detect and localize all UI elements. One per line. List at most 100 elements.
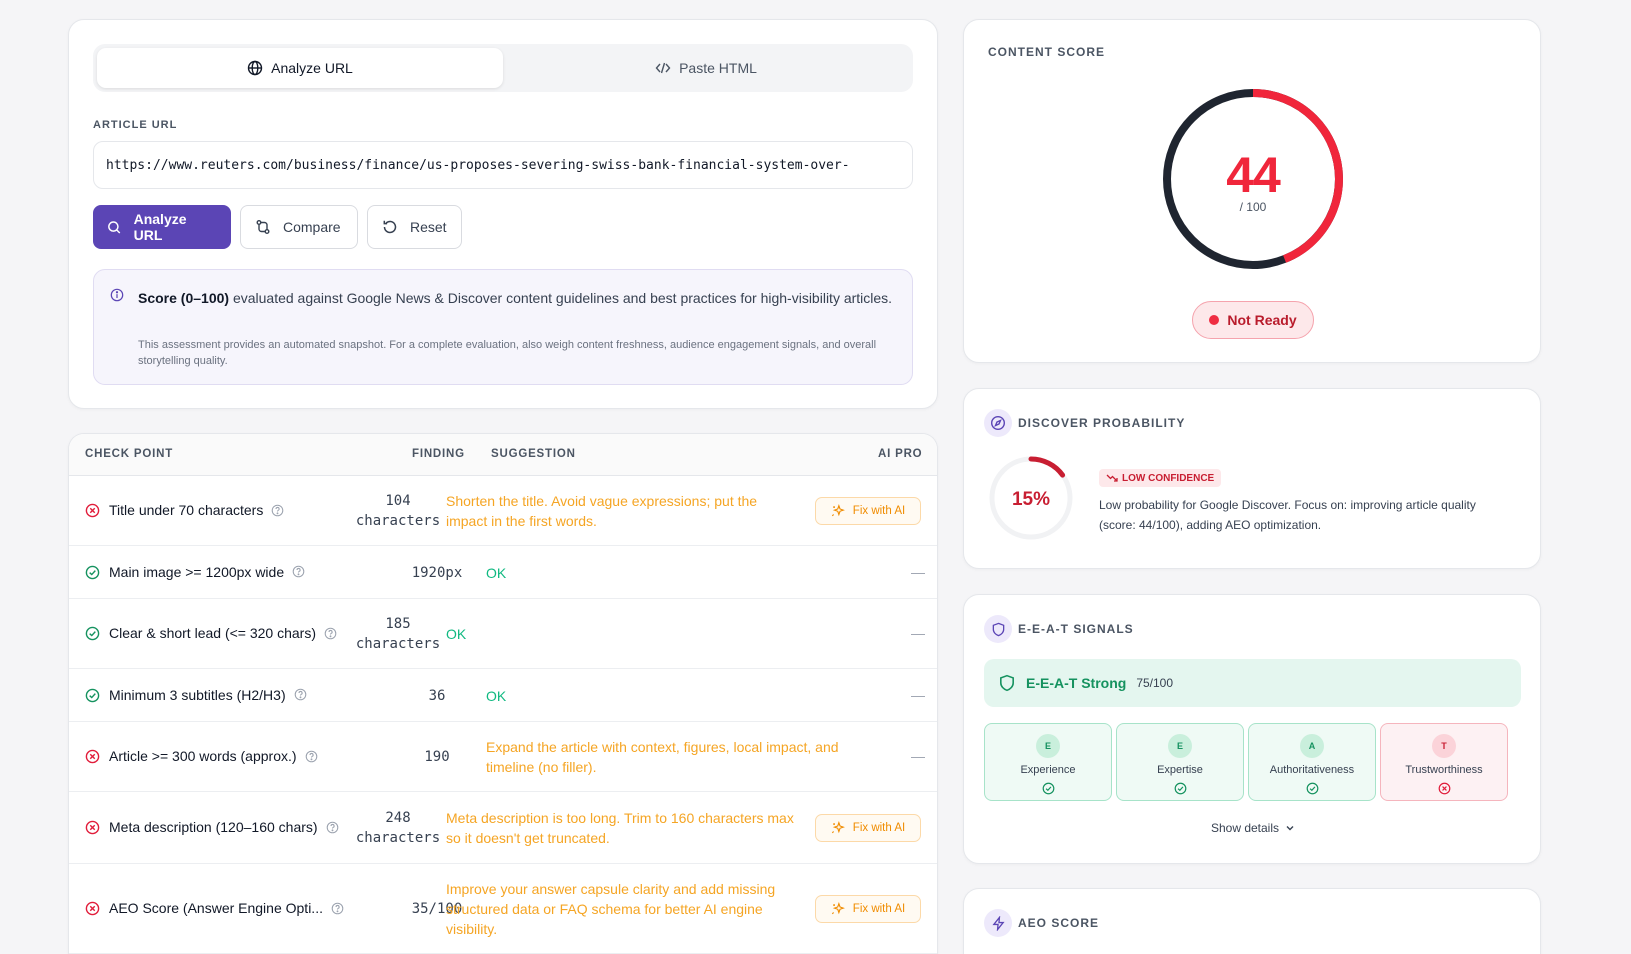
- help-icon[interactable]: [271, 504, 284, 517]
- score-info-box: Score (0–100) evaluated against Google N…: [93, 269, 913, 385]
- fix-with-ai-label: Fix with AI: [852, 822, 906, 834]
- x-circle-icon: [85, 901, 100, 916]
- finding-value: 104 characters: [355, 493, 441, 529]
- discover-percent: 15%: [1011, 489, 1051, 510]
- tab-label: Paste HTML: [679, 60, 757, 76]
- table-row: Article >= 300 words (approx.) 190 Expand …: [69, 722, 937, 792]
- no-action-dash: —: [911, 748, 925, 764]
- trending-down-icon: [1106, 474, 1118, 482]
- input-mode-tabs: Analyze URL Paste HTML: [93, 44, 913, 92]
- suggestion-text: OK: [486, 687, 507, 704]
- table-header: CHECK POINT FINDING SUGGESTION AI PRO: [69, 434, 937, 476]
- check-label-text: Main image >= 1200px wide: [109, 563, 285, 580]
- compare-label: Compare: [283, 219, 341, 235]
- eeat-strength-banner: E-E-A-T Strong 75/100: [984, 659, 1521, 707]
- check-label-text: AEO Score (Answer Engine Opti...: [109, 900, 323, 916]
- tab-paste-html[interactable]: Paste HTML: [503, 48, 909, 88]
- discover-gauge: [989, 456, 1073, 540]
- score-value: 44: [1226, 147, 1281, 203]
- no-action-dash: —: [911, 625, 925, 641]
- check-label: Meta description (120–160 chars): [109, 819, 339, 835]
- article-url-input[interactable]: [93, 141, 913, 189]
- sparkle-icon: [831, 504, 845, 517]
- table-row: AEO Score (Answer Engine Opti... 35/100 Im…: [69, 864, 937, 954]
- check-circle-icon: [1042, 782, 1055, 795]
- info-main: evaluated against Google News & Discover…: [229, 290, 893, 306]
- confidence-badge: LOW CONFIDENCE: [1099, 469, 1222, 487]
- reset-icon: [383, 220, 397, 234]
- content-score-card: CONTENT SCORE 44 / 100 Not Ready: [963, 19, 1541, 363]
- code-icon: [655, 62, 671, 74]
- compare-button[interactable]: Compare: [240, 205, 358, 249]
- compare-icon: [256, 220, 270, 234]
- check-label: Article >= 300 words (approx.): [109, 748, 318, 764]
- finding-value: 185 characters: [355, 616, 441, 652]
- table-row: Main image >= 1200px wide 1920px OK —: [69, 546, 937, 599]
- help-icon[interactable]: [292, 565, 305, 578]
- show-details-toggle[interactable]: Show details: [964, 821, 1542, 835]
- sparkle-icon: [831, 902, 845, 915]
- score-gauge: [1163, 89, 1343, 269]
- status-badge: Not Ready: [1192, 301, 1314, 339]
- info-bold: Score (0–100): [138, 290, 230, 306]
- header-ai-pro: AI PRO: [878, 448, 923, 460]
- status-pass: [85, 565, 100, 585]
- header-suggestion: SUGGESTION: [491, 448, 576, 460]
- check-label-text: Minimum 3 subtitles (H2/H3): [109, 686, 286, 703]
- suggestion-text: Shorten the title. Avoid vague expressio…: [446, 493, 758, 529]
- check-label-text: Meta description (120–160 chars): [109, 819, 318, 835]
- check-label: Main image >= 1200px wide: [109, 564, 305, 580]
- help-icon[interactable]: [331, 902, 344, 915]
- status-pass: [85, 626, 100, 646]
- status-fail: [85, 503, 100, 523]
- eeat-score: 75/100: [1136, 676, 1174, 690]
- x-circle-icon: [85, 503, 100, 518]
- help-icon[interactable]: [294, 688, 307, 701]
- analyze-url-label: Analyze URL: [133, 211, 187, 243]
- tab-analyze-url[interactable]: Analyze URL: [97, 48, 503, 88]
- analyze-url-button[interactable]: Analyze URL: [93, 205, 231, 249]
- info-sub-text: This assessment provides an automated sn…: [138, 339, 877, 367]
- pillar-name: Experience: [1020, 764, 1076, 776]
- info-icon: [110, 288, 124, 302]
- help-icon[interactable]: [326, 821, 339, 834]
- pillar-letter: T: [1432, 734, 1456, 758]
- x-circle-icon: [85, 749, 100, 764]
- suggestion-text: OK: [486, 564, 507, 581]
- fix-with-ai-button[interactable]: Fix with AI: [815, 814, 921, 842]
- finding-value: 248 characters: [355, 810, 441, 846]
- info-main-text: Score (0–100) evaluated against Google N…: [138, 287, 898, 310]
- content-score-title: CONTENT SCORE: [988, 45, 1106, 59]
- eeat-title: E-E-A-T SIGNALS: [1018, 622, 1134, 636]
- fix-with-ai-button[interactable]: Fix with AI: [815, 895, 921, 923]
- eeat-pillar-expertise: E Expertise: [1116, 723, 1244, 801]
- help-icon[interactable]: [305, 750, 318, 763]
- discover-description: Low probability for Google Discover. Foc…: [1099, 498, 1476, 532]
- eeat-strength: E-E-A-T Strong: [1026, 675, 1127, 691]
- no-action-dash: —: [911, 563, 925, 580]
- article-url-label: ARTICLE URL: [93, 119, 178, 131]
- eeat-pillar-trustworthiness: T Trustworthiness: [1380, 723, 1508, 801]
- check-label: Minimum 3 subtitles (H2/H3): [109, 687, 307, 703]
- chevron-down-icon: [1286, 826, 1294, 831]
- check-circle-icon: [1306, 782, 1319, 795]
- fix-with-ai-button[interactable]: Fix with AI: [815, 497, 921, 525]
- discover-arc: [989, 456, 1073, 540]
- score-max: / 100: [1239, 200, 1267, 214]
- check-label: AEO Score (Answer Engine Opti...: [109, 900, 344, 916]
- aeo-title: AEO SCORE: [1018, 916, 1100, 930]
- analyze-panel: Analyze URL Paste HTML ARTICLE URL Analy…: [68, 19, 938, 409]
- suggestion-text: Improve your answer capsule clarity and …: [446, 881, 776, 937]
- shield-check-icon: [1000, 674, 1014, 692]
- suggestion-text: Meta description is too long. Trim to 16…: [446, 810, 794, 846]
- header-finding: FINDING: [412, 448, 465, 460]
- finding-value: 36: [428, 687, 446, 704]
- discover-title: DISCOVER PROBABILITY: [1018, 416, 1186, 430]
- reset-button[interactable]: Reset: [367, 205, 462, 249]
- pillar-name: Expertise: [1157, 764, 1203, 776]
- discover-probability-card: DISCOVER PROBABILITY 15% LOW CONFIDENCE …: [963, 388, 1541, 569]
- score-arc: [1163, 89, 1343, 269]
- help-icon[interactable]: [324, 627, 337, 640]
- finding-value: 35/100: [411, 901, 463, 917]
